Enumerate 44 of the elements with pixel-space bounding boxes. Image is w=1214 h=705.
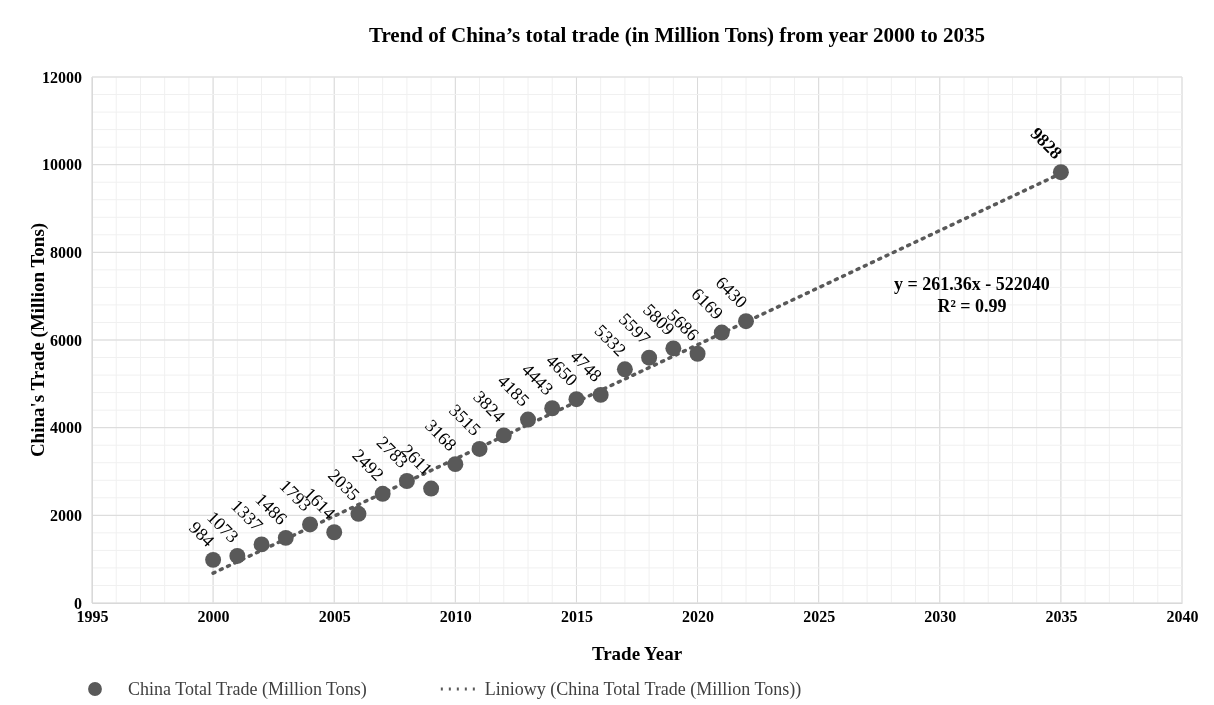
- x-tick-label: 2010: [439, 608, 472, 626]
- point: [374, 485, 391, 502]
- point: [616, 361, 633, 378]
- y-axis-title: China's Trade (Million Tons): [27, 222, 49, 458]
- point: [423, 480, 440, 497]
- point: [738, 313, 754, 330]
- point: [229, 548, 246, 564]
- point: [253, 536, 270, 553]
- point: [568, 391, 585, 408]
- point: [544, 400, 561, 417]
- point: [205, 551, 222, 568]
- y-tick-label: 4000: [50, 419, 82, 437]
- point: [713, 324, 730, 341]
- point: [495, 427, 512, 444]
- point: [350, 505, 367, 522]
- point: [277, 529, 294, 546]
- y-tick-label: 2000: [50, 506, 82, 524]
- chart-title: Trend of China’s total trade (in Million Tons) from year 2000 to 2035: [368, 23, 986, 47]
- y-tick-label: 6000: [50, 331, 82, 349]
- x-tick-label: 2030: [924, 608, 957, 626]
- point: [592, 386, 609, 403]
- x-tick-label: 2020: [682, 608, 715, 626]
- point: [326, 524, 343, 541]
- x-tick-label: 2025: [803, 608, 836, 626]
- point: [1052, 164, 1069, 181]
- y-tick-label: 10000: [42, 156, 82, 174]
- x-tick-label: 2035: [1045, 608, 1078, 626]
- legend-label: China Total Trade (Million Tons): [128, 679, 367, 700]
- point: [689, 345, 706, 362]
- annotation: R² = 0.99: [937, 296, 1007, 316]
- annotation: y = 261.36x - 522040: [894, 274, 1050, 294]
- x-tick-label: 2040: [1166, 608, 1199, 626]
- y-tick-label: 8000: [50, 243, 82, 261]
- point: [641, 349, 658, 366]
- point: [447, 456, 464, 473]
- point: [471, 440, 488, 457]
- x-axis-title: Trade Year: [591, 643, 683, 664]
- point: [665, 340, 682, 357]
- point: [520, 411, 536, 428]
- x-tick-label: 2005: [318, 608, 351, 626]
- y-tick-label: 12000: [42, 68, 82, 86]
- x-tick-label: 2000: [197, 608, 230, 626]
- legend-label: Liniowy (China Total Trade (Million Tons)): [484, 679, 802, 700]
- x-tick-label: 2015: [560, 608, 593, 626]
